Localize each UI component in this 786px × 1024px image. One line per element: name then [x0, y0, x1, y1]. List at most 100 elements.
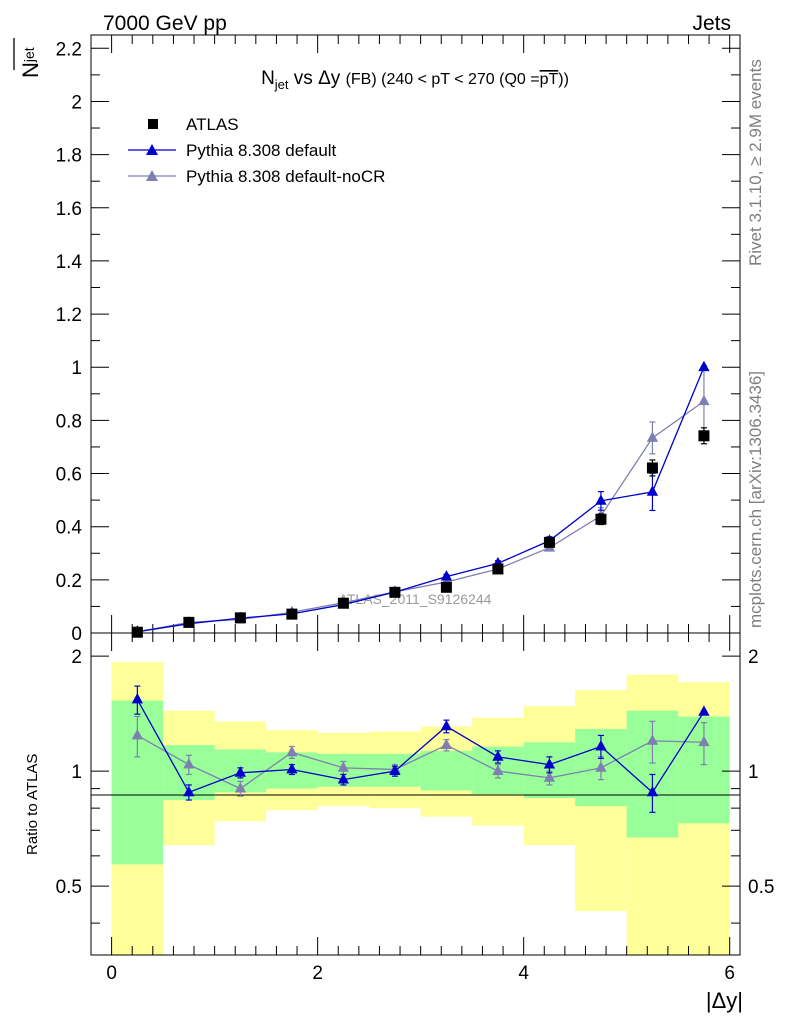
data-point-triangle [698, 735, 710, 747]
series-line [137, 734, 704, 790]
data-point-triangle [389, 764, 401, 776]
data-point-triangle [337, 761, 350, 772]
data-point-triangle [440, 738, 453, 749]
data-point-triangle [440, 570, 453, 581]
data-point-square [183, 616, 195, 628]
x-tick-label: 6 [724, 963, 735, 984]
data-point-triangle [492, 764, 504, 776]
main-y-axis-sub: jet [21, 47, 37, 63]
title-overline-text: pT [540, 71, 559, 88]
ratio-y-tick-label-right: 2 [748, 647, 759, 668]
data-point-triangle [234, 782, 247, 793]
x-axis-title: |Δy| [706, 988, 743, 1013]
plot-title: Njet vs Δy (FB) (240 < pT < 270 (Q0 =pT)… [261, 68, 569, 92]
data-point-triangle [234, 766, 247, 777]
title-n-sub: jet [274, 77, 289, 92]
title-close: )) [558, 71, 569, 88]
data-point-square [492, 563, 504, 575]
data-point-square [234, 612, 246, 624]
main-y-tick-label: 1.8 [56, 146, 82, 167]
ratio-axis-ticks [91, 633, 740, 955]
main-y-tick-label: 2.2 [56, 39, 82, 60]
data-point-triangle [286, 762, 298, 774]
data-point-triangle [337, 773, 350, 784]
ratio-panel: 0.5 0.5 1 1 2 2 0 2 4 6 Ratio to ATLAS |Δy| [24, 632, 775, 1013]
data-point-square [698, 430, 710, 442]
ratio-data-layer [131, 685, 710, 813]
main-y-tick-label: 1 [71, 358, 82, 379]
legend-nocr-label: Pythia 8.308 default-noCR [186, 167, 385, 186]
legend-default-label: Pythia 8.308 default [186, 141, 337, 160]
data-point-square [543, 536, 555, 548]
ratio-y-tick-labels: 0.5 0.5 1 1 2 2 [56, 647, 775, 898]
data-point-square [286, 608, 298, 620]
data-point-triangle [698, 705, 710, 716]
main-axis-ticks [91, 35, 740, 634]
ratio-frame [90, 632, 741, 956]
data-point-square [646, 462, 658, 474]
data-point-triangle [595, 494, 607, 505]
data-point-square [389, 586, 401, 598]
data-point-triangle [595, 761, 607, 772]
ratio-bands [111, 662, 730, 955]
data-point-triangle [131, 728, 144, 740]
title-vs: vs Δy [289, 68, 346, 89]
data-point-square [440, 581, 452, 593]
x-tick-label: 0 [106, 963, 117, 984]
main-y-tick-label: 0.6 [56, 465, 82, 486]
data-point-square [595, 513, 607, 525]
main-y-tick-labels: 0 0.2 0.4 0.6 0.8 1 1.2 1.4 1.6 1.8 2 2.2 [56, 39, 83, 645]
main-y-tick-label: 0.8 [56, 411, 82, 432]
data-point-triangle [183, 758, 195, 769]
main-y-tick-label: 0.4 [56, 518, 83, 539]
data-point-triangle [543, 758, 556, 769]
data-point-triangle [595, 740, 607, 751]
legend-atlas-marker [148, 119, 158, 129]
main-y-tick-label: 0 [71, 624, 82, 645]
data-point-triangle [698, 394, 710, 406]
data-point-triangle [492, 750, 504, 761]
main-y-tick-label: 1.4 [56, 252, 83, 273]
header-right: Jets [692, 12, 731, 35]
legend-default-marker [146, 144, 158, 155]
ratio-y-tick-label-left: 0.5 [56, 877, 82, 898]
title-range: (240 < pT < 270 (Q0 = [377, 71, 540, 88]
data-point-triangle [646, 485, 659, 496]
main-y-tick-label: 0.2 [56, 571, 82, 592]
data-point-triangle [698, 360, 710, 372]
header-left: 7000 GeV pp [103, 12, 227, 35]
x-tick-label: 2 [312, 963, 323, 984]
ratio-y-tick-label-left: 1 [71, 762, 82, 783]
side-label-bottom: mcplots.cern.ch [arXiv:1306.3436] [746, 371, 765, 628]
legend-nocr-marker [146, 170, 158, 181]
main-y-tick-label: 2 [71, 92, 82, 113]
data-point-triangle [543, 771, 556, 782]
legend: ATLAS Pythia 8.308 default Pythia 8.308 … [128, 115, 385, 186]
x-tick-labels: 0 2 4 6 [106, 963, 735, 984]
data-point-triangle [646, 785, 659, 797]
title-n: N [261, 68, 275, 89]
main-panel: 0 0.2 0.4 0.6 0.8 1 1.2 1.4 1.6 1.8 2 2.2 Njet ATLA… [13, 34, 741, 645]
series-line [137, 366, 705, 633]
data-point-triangle [131, 693, 144, 704]
ratio-y-axis-title: Ratio to ATLAS [24, 754, 41, 855]
main-y-tick-label: 1.6 [56, 199, 82, 220]
data-point-square [131, 626, 143, 638]
data-point-square [337, 597, 349, 609]
ratio-y-tick-label-left: 2 [71, 647, 82, 668]
ratio-y-tick-label-right: 0.5 [748, 877, 774, 898]
x-tick-label: 4 [518, 963, 529, 984]
data-point-triangle [646, 734, 659, 745]
title-fb: (FB) [346, 71, 377, 88]
ratio-band-green [420, 750, 473, 791]
data-point-triangle [183, 785, 195, 797]
data-point-triangle [646, 431, 659, 442]
legend-atlas-label: ATLAS [186, 115, 239, 134]
data-point-triangle [440, 719, 453, 731]
data-point-triangle [286, 745, 298, 757]
main-y-tick-label: 1.2 [56, 305, 82, 326]
series-line [137, 400, 705, 633]
main-y-axis-base: N [18, 62, 43, 78]
ratio-y-tick-label-right: 1 [748, 762, 759, 783]
